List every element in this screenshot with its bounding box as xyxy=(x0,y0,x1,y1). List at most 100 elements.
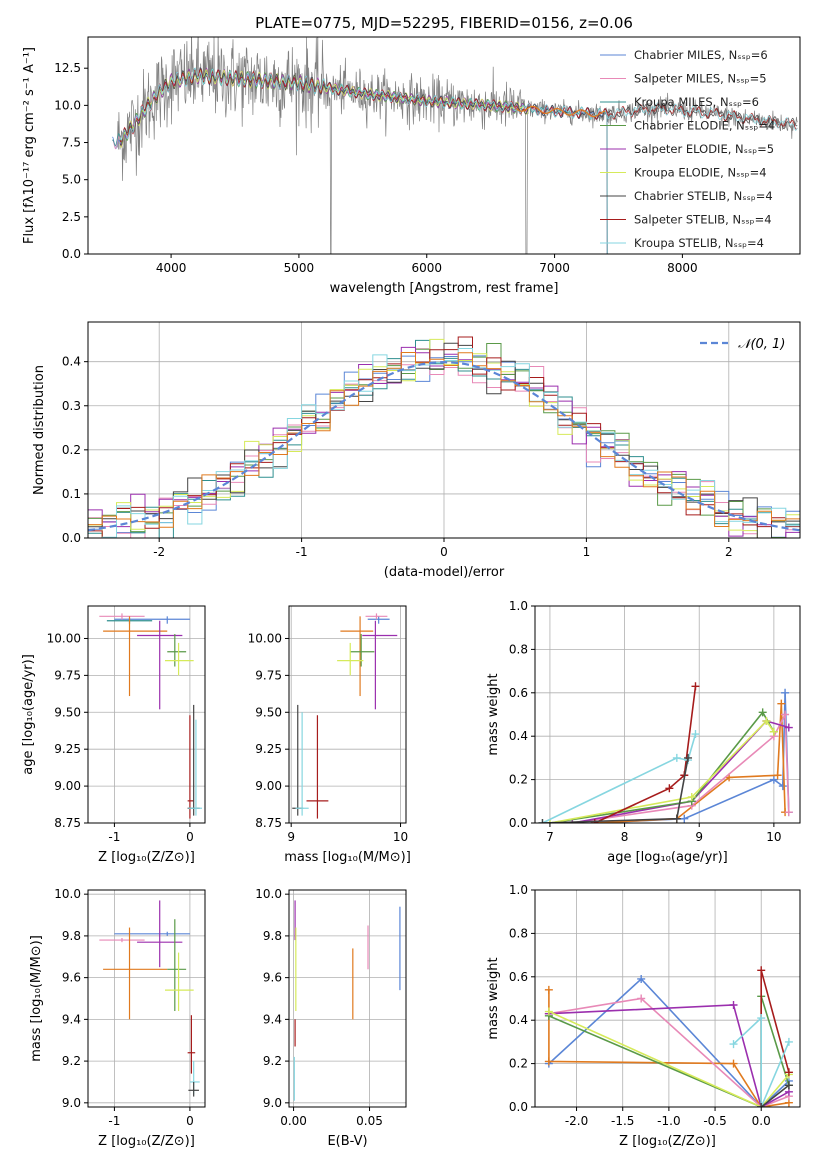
axes-frame xyxy=(288,605,407,824)
legend-entry: Salpeter MILES, Nₛₛₚ=5 xyxy=(634,72,767,86)
y-tick-label: 0.0 xyxy=(62,531,81,545)
normal-curve xyxy=(88,360,800,532)
weight-line xyxy=(548,997,790,1107)
weight-marker xyxy=(784,1081,793,1090)
x-tick-label: 2 xyxy=(725,545,733,559)
y-tick-label: 9.6 xyxy=(62,971,81,985)
weight-marker xyxy=(538,819,547,823)
y-tick-label: 9.2 xyxy=(263,1054,282,1068)
legend-entry: 𝒩(0, 1) xyxy=(738,337,785,352)
model-spectrum-chabrier-stelib xyxy=(119,67,798,146)
plot-area xyxy=(99,900,200,1097)
legend-entry: Salpeter ELODIE, Nₛₛₚ=5 xyxy=(634,142,774,156)
x-tick-label: -1.0 xyxy=(657,1114,680,1128)
errorbar-point xyxy=(164,642,194,676)
x-tick-label: 8 xyxy=(621,830,629,844)
x-tick-label: -1 xyxy=(108,830,120,844)
weight-line xyxy=(548,1010,790,1107)
x-tick-label: -0.5 xyxy=(703,1114,726,1128)
errorbar-point xyxy=(167,919,187,1012)
axes-frame xyxy=(87,36,801,255)
weight-marker xyxy=(781,710,790,719)
y-tick-label: 9.00 xyxy=(255,779,282,793)
y-axis-label: mass [log₁₀(M/M⊙)] xyxy=(29,935,44,1062)
plot-area xyxy=(293,900,401,1101)
weight-marker xyxy=(680,814,689,823)
errorbar-point xyxy=(187,715,194,819)
y-tick-label: 7.5 xyxy=(62,136,81,150)
plot-area xyxy=(292,613,398,819)
plot-area xyxy=(544,966,793,1107)
y-tick-label: 8.75 xyxy=(54,816,81,830)
weight-marker xyxy=(590,819,599,823)
panel-age-vs-Z: -1 0 8.75 9.00 9.25 9.50 9.75 10.00 Z [log₁₀(Z/Z… xyxy=(21,605,206,865)
y-tick-label: 0.0 xyxy=(509,1100,528,1114)
y-tick-label: 10.0 xyxy=(54,887,81,901)
y-tick-label: 10.00 xyxy=(47,631,81,645)
x-axis-label: Z [log₁₀(Z/Z⊙)] xyxy=(98,850,195,865)
x-tick-label: 0 xyxy=(186,1114,194,1128)
x-tick-label: 0 xyxy=(440,545,448,559)
x-tick-label: 10 xyxy=(766,830,781,844)
y-axis-label: age [log₁₀(age/yr)] xyxy=(21,654,36,775)
plot-area xyxy=(88,336,800,538)
x-tick-label: 1 xyxy=(583,545,591,559)
weight-marker xyxy=(544,1007,553,1016)
x-tick-label: 10 xyxy=(393,830,408,844)
weight-marker xyxy=(545,819,554,823)
axes-frame xyxy=(288,889,407,1108)
y-tick-label: 0.0 xyxy=(509,816,528,830)
y-tick-label: 5.0 xyxy=(62,173,81,187)
y-tick-label: 9.4 xyxy=(62,1012,81,1026)
legend-entry: Kroupa ELODIE, Nₛₛₚ=4 xyxy=(634,166,767,180)
y-tick-label: 0.2 xyxy=(509,1057,528,1071)
weight-line xyxy=(542,733,697,823)
x-tick-label: -2.0 xyxy=(565,1114,588,1128)
errorbar-point xyxy=(365,613,388,620)
y-tick-label: 9.0 xyxy=(62,1096,81,1110)
x-tick-label: -1.5 xyxy=(611,1114,634,1128)
y-tick-label: 0.8 xyxy=(509,642,528,656)
y-tick-label: 0.4 xyxy=(62,355,81,369)
y-tick-label: 9.50 xyxy=(255,705,282,719)
x-tick-label: 0.00 xyxy=(280,1114,307,1128)
y-tick-label: 9.00 xyxy=(54,779,81,793)
x-tick-label: 0 xyxy=(186,830,194,844)
weight-marker xyxy=(777,699,786,708)
y-axis-label: Normed distribution xyxy=(32,365,47,495)
weight-marker xyxy=(544,1057,553,1066)
legend-entry: Chabrier MILES, Nₛₛₚ=6 xyxy=(634,48,768,62)
panel-mass-vs-ebv: 0.00 0.05 9.0 9.2 9.4 9.6 9.8 10.0 E(B-V) xyxy=(255,887,407,1149)
axes-frame xyxy=(534,889,801,1108)
y-tick-label: 0.1 xyxy=(62,487,81,501)
y-tick-label: 10.00 xyxy=(248,631,282,645)
weight-line xyxy=(732,1016,790,1107)
y-axis-label: Flux [fλ10⁻¹⁷ erg cm⁻² s⁻¹ A⁻¹] xyxy=(22,47,37,244)
y-tick-label: 0.4 xyxy=(509,729,528,743)
weight-marker xyxy=(773,771,782,780)
y-tick-label: 9.2 xyxy=(62,1054,81,1068)
y-tick-label: 8.75 xyxy=(255,816,282,830)
errorbar-point xyxy=(362,620,398,710)
weight-marker xyxy=(784,723,793,732)
histogram-salpeter-stelib xyxy=(88,336,800,538)
panel-mass-vs-Z: -1 0 9.0 9.2 9.4 9.6 9.8 10.0 Z [log₁₀(Z/Z⊙)] mas… xyxy=(29,887,206,1149)
plot-area xyxy=(112,37,798,254)
y-axis-label: mass weight xyxy=(486,673,501,755)
x-tick-label: -2 xyxy=(153,545,165,559)
errorbar-point xyxy=(167,634,187,667)
errorbar-point xyxy=(164,952,194,1012)
y-tick-label: 9.75 xyxy=(255,668,282,682)
x-tick-label: 7000 xyxy=(539,261,570,275)
errorbar-point xyxy=(137,620,183,710)
weight-marker xyxy=(729,1001,738,1010)
y-tick-label: 10.0 xyxy=(255,887,282,901)
weight-marker xyxy=(762,717,771,726)
y-tick-label: 9.75 xyxy=(54,668,81,682)
y-tick-label: 0.2 xyxy=(509,773,528,787)
weight-marker xyxy=(757,1014,766,1023)
y-tick-label: 1.0 xyxy=(509,599,528,613)
weight-line xyxy=(548,1004,790,1107)
weight-marker xyxy=(684,753,693,762)
y-tick-label: 9.25 xyxy=(54,742,81,756)
